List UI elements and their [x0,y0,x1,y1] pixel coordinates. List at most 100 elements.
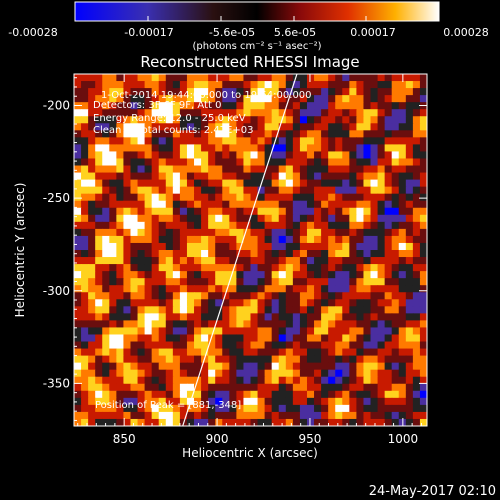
heatmap-cell [95,165,103,174]
heatmap-cell [299,320,308,329]
heatmap-cell [95,221,103,230]
heatmap-cell [186,116,195,124]
heatmap-cell [363,242,372,251]
heatmap-cell [349,271,357,279]
heatmap-cell [102,250,110,258]
heatmap-cell [179,327,188,336]
heatmap-cell [314,151,322,160]
heatmap-cell [194,250,202,258]
heatmap-cell [123,348,132,357]
heatmap-cell [335,418,343,426]
heatmap-cell [215,158,223,167]
heatmap-cell [158,285,167,293]
heatmap-cell [278,271,287,279]
heatmap-cell [116,151,125,160]
heatmap-cell [299,376,308,385]
heatmap-cell [137,130,146,138]
heatmap-cell [398,144,407,153]
heatmap-cell [398,207,407,216]
heatmap-cell [285,242,294,251]
heatmap-cell [81,130,89,138]
heatmap-cell [172,242,181,251]
heatmap-cell [201,137,209,145]
heatmap-cell [81,418,89,426]
heatmap-cell [151,390,160,399]
heatmap-cell [384,404,393,413]
heatmap-cell [370,362,379,371]
heatmap-cell [419,285,427,293]
heatmap-cell [278,228,287,237]
heatmap-cell [208,320,216,329]
heatmap-cell [391,306,400,314]
heatmap-cell [222,88,230,96]
heatmap-cell [370,228,379,237]
heatmap-cell [314,404,322,413]
heatmap-cell [208,144,216,153]
heatmap-cell [349,95,357,103]
heatmap-cell [335,376,343,385]
heatmap-cell [179,404,188,413]
heatmap-cell [405,165,414,174]
heatmap-cell [306,88,315,96]
heatmap-cell [215,193,223,202]
heatmap-cell [257,257,266,265]
heatmap-cell [179,193,188,202]
heatmap-cell [356,292,365,300]
heatmap-cell [109,313,117,321]
heatmap-cell [186,186,195,195]
heatmap-cell [363,95,372,103]
heatmap-cell [151,151,160,160]
heatmap-cell [370,158,379,167]
heatmap-cell [144,418,153,426]
heatmap-cell [306,242,315,251]
heatmap-cell [299,397,308,406]
heatmap-cell [335,250,343,258]
heatmap-cell [271,158,280,167]
heatmap-cell [264,207,273,216]
heatmap-cell [363,355,372,364]
heatmap-cell [264,334,273,343]
heatmap-cell [377,81,386,89]
heatmap-cell [412,144,421,153]
heatmap-cell [215,235,223,244]
heatmap-cell [137,355,146,364]
heatmap-cell [229,292,237,300]
heatmap-cell [186,299,195,307]
heatmap-cell [335,116,343,124]
heatmap-cell [172,390,181,399]
heatmap-cell [144,306,153,314]
heatmap-cell [158,299,167,307]
heatmap-cell [314,397,322,406]
heatmap-cell [95,334,103,343]
heatmap-cell [257,158,266,167]
heatmap-cell [328,228,336,237]
heatmap-cell [321,116,329,124]
heatmap-cell [405,306,414,314]
heatmap-cell [201,207,209,216]
heatmap-cell [363,404,372,413]
heatmap-cell [95,116,103,124]
heatmap-cell [278,144,287,153]
heatmap-cell [264,242,273,251]
heatmap-cell [116,102,125,110]
heatmap-cell [306,116,315,124]
heatmap-cell [384,327,393,336]
heatmap-cell [285,172,294,181]
heatmap-cell [299,257,308,265]
heatmap-cell [257,299,266,307]
heatmap-cell [398,369,407,378]
heatmap-cell [88,200,96,209]
heatmap-cell [172,123,181,131]
heatmap-cell [81,102,89,110]
heatmap-cell [158,81,167,89]
heatmap-cell [299,362,308,371]
heatmap-cell [194,397,202,406]
heatmap-cell [208,179,216,188]
heatmap-cell [158,292,167,300]
heatmap-cell [229,88,237,96]
heatmap-cell [236,411,245,420]
heatmap-cell [356,95,365,103]
heatmap-cell [172,362,181,371]
footer-timestamp: 24-May-2017 02:10 [369,484,496,499]
heatmap-cell [264,74,273,82]
